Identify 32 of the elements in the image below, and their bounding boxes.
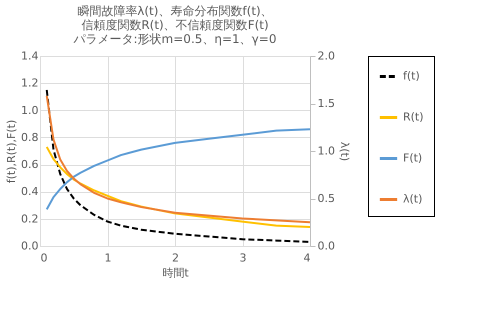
x-tick-label: 4 <box>304 252 310 264</box>
line-series <box>46 146 311 228</box>
y2-tick-label: 1.0 <box>318 144 335 158</box>
text: 瞬間故障率λ(t)、寿命分布関数f(t)、 <box>77 4 273 18</box>
legend-label: λ(t) <box>403 192 422 206</box>
legend-label: f(t) <box>403 70 420 82</box>
y-tick-label: 0.4 <box>21 185 38 198</box>
y-tick-label: 0.2 <box>21 212 38 226</box>
legend-label: F(t) <box>403 152 422 164</box>
y-tick-label: 1.0 <box>21 104 38 117</box>
legend-label: R(t) <box>403 110 424 124</box>
x-tick-label: 3 <box>240 252 246 264</box>
text: 信頼度関数R(t)、不信頼度関数F(t) <box>81 18 269 32</box>
y-tick-label: 1.4 <box>21 50 38 62</box>
y-tick-label: 1.2 <box>21 76 38 90</box>
line-series <box>46 94 311 224</box>
line-series <box>46 88 311 243</box>
y-tick-label: 0.6 <box>21 158 38 172</box>
y2-axis-title: λ(t) <box>338 142 351 162</box>
y-axis-title: f(t),R(t),F(t) <box>5 120 18 184</box>
x-axis-title: 時間t <box>162 266 190 280</box>
x-tick-label: 2 <box>172 252 179 264</box>
y-tick-label: 0.0 <box>21 240 38 252</box>
y2-tick-label: 0.5 <box>318 192 335 205</box>
x-tick-label: 1 <box>104 252 112 264</box>
y2-tick-label: 0.0 <box>318 240 335 252</box>
text: パラメータ:形状m=0.5、η=1、γ=0 <box>74 32 276 46</box>
x-tick-label: 0 <box>40 252 48 264</box>
line-series <box>46 128 311 210</box>
y-tick-label: 0.8 <box>21 130 38 144</box>
y2-tick-label: 2.0 <box>318 50 335 62</box>
y2-tick-label: 1.5 <box>318 97 335 110</box>
